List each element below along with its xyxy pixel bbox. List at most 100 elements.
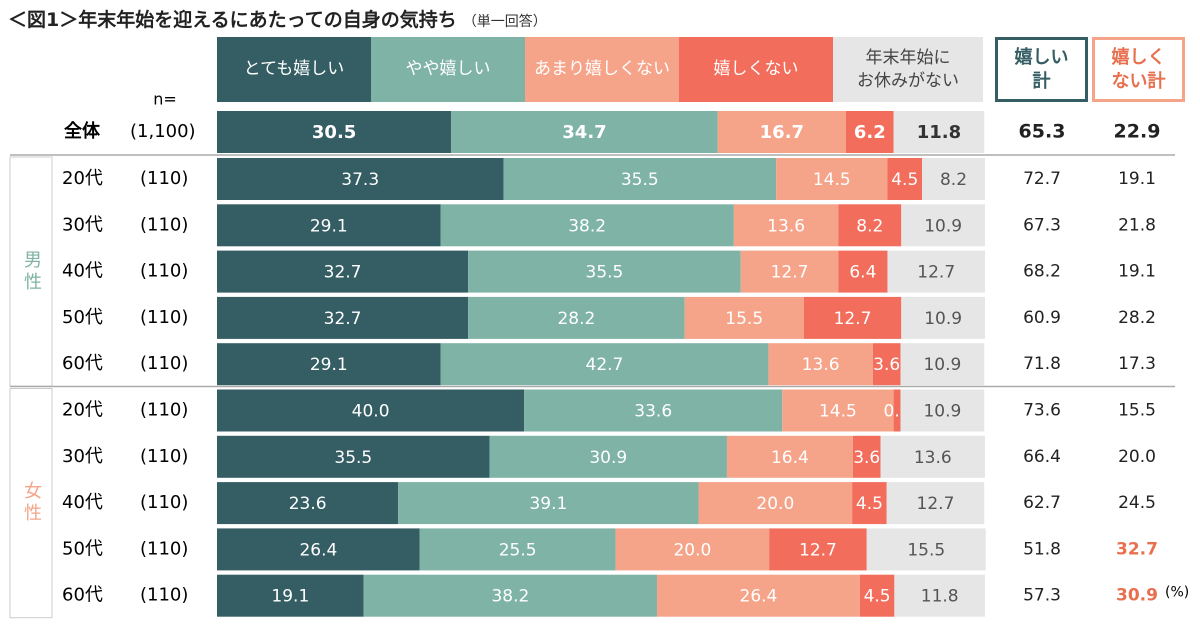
- total-value: 30.9: [1116, 586, 1158, 606]
- total-value: 71.8: [1023, 354, 1061, 374]
- bar-segment: [922, 158, 985, 200]
- bar-segment: [717, 111, 846, 153]
- row-label: 40代: [62, 492, 103, 513]
- bar-segment: [217, 296, 469, 339]
- row-label: 50代: [62, 307, 103, 328]
- total-value: 68.2: [1023, 262, 1061, 282]
- bar-value-label: 6.4: [849, 263, 876, 283]
- bar-segment: [872, 343, 901, 386]
- bar-value-label: 35.5: [586, 263, 624, 283]
- bar-segment: [852, 435, 881, 478]
- row-label: 20代: [62, 168, 103, 189]
- bar-segment: [419, 528, 616, 571]
- n-label: (110): [140, 492, 188, 513]
- legend-header: 年末年始に お休みがない: [833, 37, 983, 102]
- bar-segment: [740, 250, 839, 293]
- total-value: 67.3: [1023, 215, 1061, 235]
- chart-subtitle: （単一回答）: [462, 14, 547, 30]
- bar-value-label: 19.1: [271, 587, 309, 607]
- total-header: 嬉しく ない計: [1092, 37, 1185, 102]
- bar-value-label: 4.5: [864, 587, 891, 607]
- n-label: (110): [140, 538, 188, 559]
- total-value: 72.7: [1023, 169, 1061, 189]
- bar-value-label: 10.9: [923, 355, 961, 375]
- bar-segment: [852, 482, 887, 525]
- bar-value-label: 30.5: [312, 122, 356, 143]
- bar-segment: [217, 435, 490, 478]
- bar-segment: [893, 389, 901, 432]
- total-value: 19.1: [1118, 262, 1156, 282]
- bar-segment: [886, 482, 985, 525]
- bar-value-label: 26.4: [299, 540, 337, 560]
- bar-segment: [880, 435, 985, 478]
- bar-segment: [684, 296, 804, 339]
- n-label: (1,100): [130, 121, 196, 142]
- n-label: (110): [140, 307, 188, 328]
- row-label: 50代: [62, 538, 103, 559]
- bar-value-label: 12.7: [799, 540, 837, 560]
- bar-value-label: 13.6: [767, 216, 805, 236]
- row-label: 30代: [62, 446, 103, 467]
- bar-value-label: 20.0: [673, 540, 711, 560]
- total-value: 24.5: [1118, 493, 1156, 513]
- n-label: (110): [140, 261, 188, 282]
- row-label: 60代: [62, 353, 103, 374]
- bar-segment: [887, 250, 985, 293]
- bar-value-label: 16.7: [760, 122, 804, 143]
- bar-segment: [900, 343, 985, 386]
- bar-segment: [451, 111, 718, 153]
- total-value: 65.3: [1019, 121, 1066, 143]
- bar-value-label: 14.5: [813, 170, 851, 190]
- bar-value-label: 15.5: [725, 309, 763, 329]
- bar-segment: [615, 528, 770, 571]
- bar-segment: [217, 158, 504, 200]
- bar-value-label: 26.4: [740, 587, 778, 607]
- bar-segment: [440, 204, 734, 247]
- bar-segment: [803, 296, 902, 339]
- bar-segment: [866, 528, 986, 571]
- bar-segment: [468, 296, 685, 339]
- bar-value-label: 16.4: [771, 448, 809, 468]
- bar-value-label: 32.7: [324, 263, 362, 283]
- bar-value-label: 12.7: [771, 263, 809, 283]
- bar-segment: [838, 204, 902, 247]
- bar-value-label: 10.9: [924, 309, 962, 329]
- bar-value-label: 3.6: [873, 355, 900, 375]
- row-label: 60代: [62, 585, 103, 606]
- bar-value-label: 12.7: [834, 309, 872, 329]
- total-value: 15.5: [1118, 401, 1156, 421]
- bar-value-label: 10.9: [924, 216, 962, 236]
- bar-segment: [489, 435, 727, 478]
- group-box: [9, 388, 53, 619]
- row-label: 40代: [62, 261, 103, 282]
- bar-value-label: 37.3: [341, 170, 379, 190]
- bar-value-label: 3.6: [853, 448, 880, 468]
- total-value: 60.9: [1023, 308, 1061, 328]
- bar-segment: [398, 482, 699, 525]
- total-header: 嬉しい 計: [995, 37, 1088, 102]
- total-value: 66.4: [1023, 447, 1061, 467]
- total-value: 62.7: [1023, 493, 1061, 513]
- total-value: 51.8: [1023, 539, 1061, 559]
- bar-segment: [887, 158, 923, 200]
- bar-segment: [733, 204, 839, 247]
- legend-header: 嬉しくない: [679, 37, 833, 102]
- bar-value-label: 11.8: [917, 122, 961, 143]
- bar-value-label: 32.7: [324, 309, 362, 329]
- bar-value-label: 20.0: [756, 494, 794, 514]
- bar-segment: [217, 250, 469, 293]
- row-label: 30代: [62, 214, 103, 235]
- legend-header: やや嬉しい: [371, 37, 525, 102]
- bar-value-label: 39.1: [529, 494, 567, 514]
- bar-value-label: 13.6: [802, 355, 840, 375]
- total-value: 17.3: [1118, 354, 1156, 374]
- legend-header: あまり嬉しくない: [525, 37, 679, 102]
- bar-segment: [776, 158, 888, 200]
- total-value: 20.0: [1118, 447, 1156, 467]
- bar-value-label: 33.6: [634, 402, 672, 422]
- bar-value-label: 38.2: [568, 216, 606, 236]
- bar-value-label: 6.2: [854, 122, 886, 143]
- total-value: 57.3: [1023, 586, 1061, 606]
- total-value: 21.8: [1118, 215, 1156, 235]
